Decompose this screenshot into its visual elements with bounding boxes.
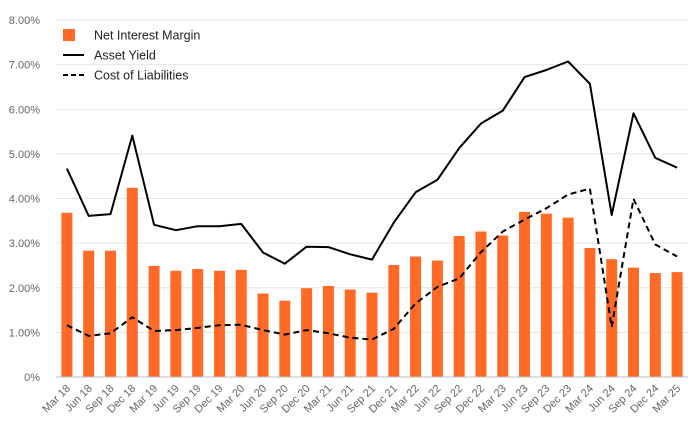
y-tick-label: 0%: [24, 372, 40, 384]
bar: [301, 288, 313, 377]
legend: Net Interest Margin Asset Yield Cost of …: [63, 29, 200, 83]
legend-swatch-bar: [63, 29, 75, 41]
bar: [148, 265, 160, 377]
bar: [453, 235, 465, 377]
bar: [322, 285, 334, 377]
y-tick-label: 4.00%: [9, 194, 40, 206]
bar: [562, 217, 574, 377]
legend-item-cost-of-liabilities: Cost of Liabilities: [63, 69, 189, 83]
bar: [104, 250, 116, 377]
y-axis-tick-labels: 0% 1.00% 2.00% 3.00% 4.00% 5.00% 6.00% 7.00% 8.0…: [9, 15, 40, 384]
legend-label-cost-of-liabilities: Cost of Liabilities: [94, 69, 189, 83]
bar: [540, 213, 552, 377]
bar-series-net-interest-margin: [61, 187, 683, 377]
legend-label-asset-yield: Asset Yield: [94, 49, 156, 63]
gridlines: [56, 19, 688, 333]
y-tick-label: 3.00%: [9, 238, 40, 250]
bar: [279, 300, 291, 377]
bar: [671, 272, 683, 377]
bar: [366, 292, 378, 377]
y-tick-label: 7.00%: [9, 60, 40, 72]
bar: [213, 270, 225, 377]
y-tick-label: 2.00%: [9, 283, 40, 295]
bar: [584, 248, 596, 377]
bar: [497, 235, 509, 377]
bar: [257, 293, 269, 377]
bar: [61, 212, 73, 377]
bar: [388, 264, 400, 377]
bar: [235, 269, 247, 377]
bar: [83, 250, 95, 377]
y-tick-label: 1.00%: [9, 327, 40, 339]
bar: [628, 267, 640, 377]
bar: [606, 259, 618, 377]
bar: [192, 269, 204, 377]
legend-label-net-interest-margin: Net Interest Margin: [94, 29, 200, 43]
y-tick-label: 5.00%: [9, 149, 40, 161]
bar: [475, 231, 487, 377]
y-tick-label: 8.00%: [9, 15, 40, 27]
bar: [431, 260, 443, 377]
bar: [519, 211, 531, 377]
line-series-cost-of-liabilities: [66, 187, 678, 341]
legend-item-asset-yield: Asset Yield: [63, 49, 156, 63]
bar: [344, 289, 356, 377]
bar: [170, 270, 182, 377]
bar: [410, 256, 422, 377]
bar: [649, 273, 661, 377]
line-series-asset-yield: [65, 60, 678, 265]
y-tick-label: 6.00%: [9, 104, 40, 116]
bar: [126, 187, 138, 377]
legend-item-net-interest-margin: Net Interest Margin: [63, 29, 200, 43]
